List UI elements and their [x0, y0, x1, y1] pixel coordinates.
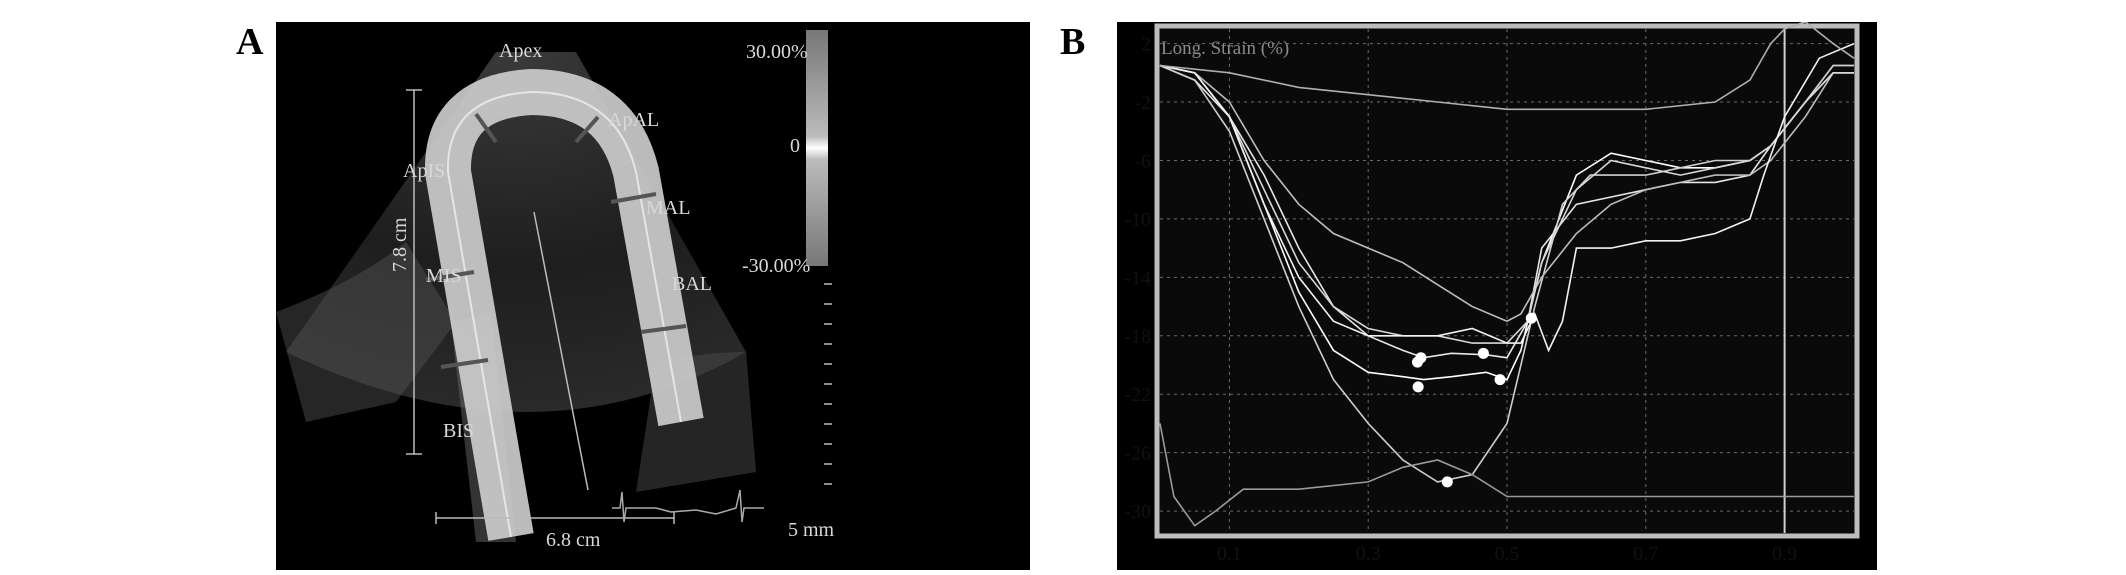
y-tick-labels: 2 -2 -6 -10 -14 -18 -22 -26 -30	[1124, 34, 1151, 523]
y-tick-label: -22	[1124, 384, 1151, 406]
echocardiogram-panel: Apex ApAL ApIS MAL MIS BAL BIS 30.00% 0 …	[276, 22, 1030, 570]
label-mal: MAL	[646, 197, 690, 219]
y-tick-label: -2	[1134, 92, 1151, 114]
strain-curve-4	[1159, 64, 1854, 323]
grid	[1160, 29, 1854, 533]
y-tick-label: -14	[1124, 267, 1151, 289]
x-tick-label: 0.9	[1772, 543, 1797, 565]
plot-title: Long. Strain (%)	[1161, 38, 1289, 59]
lv-long-axis	[533, 211, 589, 491]
label-mis: MIS	[426, 265, 462, 287]
colorbar-max-label: 30.00%	[746, 41, 808, 63]
peak-strain-marker	[1411, 356, 1423, 368]
peak-strain-marker	[1412, 381, 1424, 393]
strain-colorbar	[806, 30, 828, 266]
colorbar-min-label: -30.00%	[742, 255, 810, 277]
label-apex: Apex	[499, 40, 542, 62]
echo-image: Apex ApAL ApIS MAL MIS BAL BIS 30.00% 0 …	[276, 30, 835, 551]
scale-label: 5 mm	[788, 519, 835, 541]
strain-curve-2	[1159, 64, 1854, 359]
x-tick-label: 0.3	[1356, 543, 1381, 565]
height-label: 7.8 cm	[389, 217, 411, 272]
strain-curve-6	[1159, 42, 1855, 353]
y-tick-label: -6	[1134, 150, 1151, 172]
peak-markers	[1411, 312, 1537, 488]
ultrasound-sector	[286, 52, 746, 412]
strain-chart: 2-2-6-10-14-18-22-26-30 0.1 0.3 0.5 0.7 0.9 …	[1124, 20, 1860, 565]
peak-strain-marker	[1441, 476, 1453, 488]
peak-strain-marker	[1477, 347, 1489, 359]
strain-curve-7	[1159, 423, 1854, 527]
y-tick-label: 2	[1141, 34, 1151, 56]
ecg-trace	[612, 489, 764, 523]
peak-strain-marker	[1525, 312, 1537, 324]
y-tick-label: -30	[1124, 501, 1151, 523]
x-tick-labels: 0.1 0.3 0.5 0.7 0.9	[1217, 543, 1797, 565]
y-tick-label: -26	[1124, 443, 1151, 465]
segment-dividers	[425, 112, 687, 369]
x-tick-label: 0.1	[1217, 543, 1242, 565]
strain-chart-panel: 2 -2 -6 -10 -14 -18 -22 -26 -30 0.1 0.3 0.5 0.7 0.9 …	[1117, 20, 1877, 570]
y-tick-label: -10	[1124, 209, 1151, 231]
colorbar-mid-label: 0	[790, 135, 800, 157]
y-tick-label: -18	[1124, 326, 1151, 348]
panel-b-letter: B	[1060, 21, 1086, 63]
panel-a-letter: A	[236, 21, 264, 63]
label-bis: BIS	[443, 420, 474, 442]
x-tick-label: 0.7	[1633, 543, 1658, 565]
width-label: 6.8 cm	[546, 529, 601, 551]
label-apis: ApIS	[403, 160, 445, 182]
label-bal: BAL	[672, 273, 712, 295]
x-tick-label: 0.5	[1495, 543, 1520, 565]
peak-strain-marker	[1494, 374, 1506, 386]
depth-scale-ticks	[824, 283, 832, 485]
strain-curve-8	[1159, 20, 1855, 111]
label-apal: ApAL	[608, 109, 659, 131]
